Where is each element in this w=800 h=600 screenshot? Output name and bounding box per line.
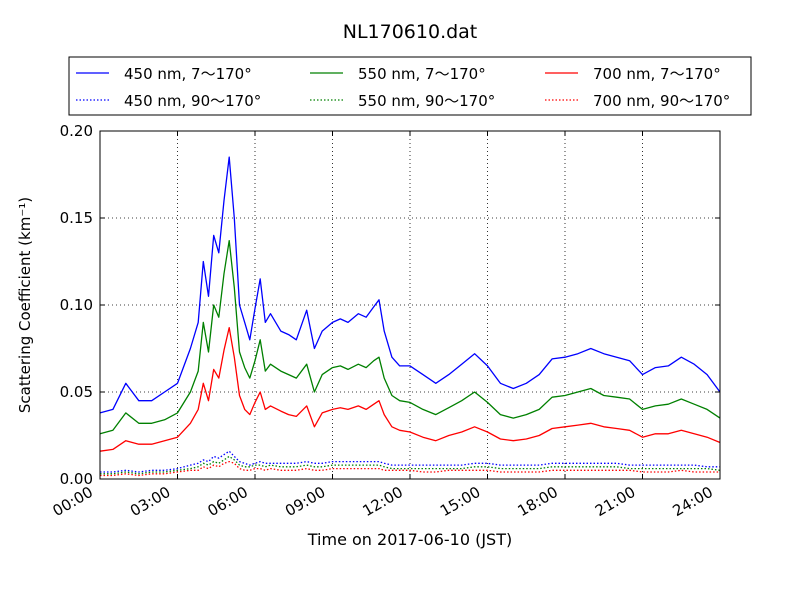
legend-label-1: 550 nm, 7～170° [358, 65, 486, 83]
series-line-2 [99, 326, 721, 452]
series-line-5 [100, 460, 720, 477]
series-line-0 [99, 156, 721, 414]
chart-legend: 450 nm, 7～170° 550 nm, 7～170° 700 nm, 7～17… [68, 56, 752, 116]
legend-frame [68, 56, 752, 116]
x-axis-label: Time on 2017-06-10 (JST) [307, 530, 512, 549]
series-line-4 [100, 455, 721, 475]
y-tick-label: 0.15 [60, 209, 93, 227]
legend-label-3: 450 nm, 90～170° [124, 92, 261, 110]
legend-label-4: 550 nm, 90～170° [358, 92, 495, 110]
y-axis-label: Scattering Coefficient (km⁻¹) [16, 197, 34, 413]
y-tick-label: 0.20 [60, 122, 93, 140]
legend-label-2: 700 nm, 7～170° [593, 65, 721, 83]
data-series [99, 156, 721, 477]
legend-label-0: 450 nm, 7～170° [124, 65, 252, 83]
chart-title: NL170610.dat [343, 21, 478, 43]
y-tick-label: 0.10 [60, 296, 93, 314]
legend-label-5: 700 nm, 90～170° [593, 92, 730, 110]
y-tick-label: 0.00 [60, 470, 93, 488]
grid-lines [100, 131, 720, 479]
series-line-1 [99, 239, 721, 435]
y-tick-label: 0.05 [60, 383, 93, 401]
series-line-3 [100, 450, 720, 473]
